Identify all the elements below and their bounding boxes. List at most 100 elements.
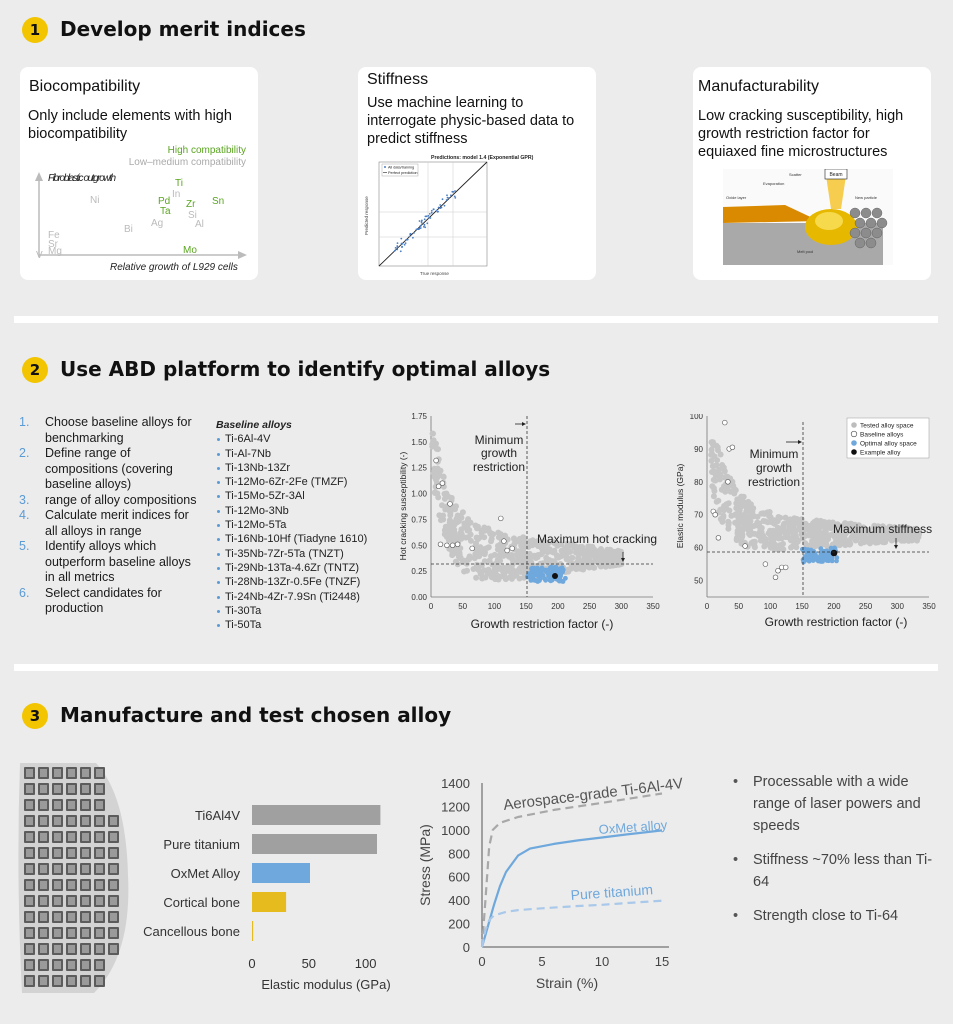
lattice-cube-face xyxy=(110,913,117,921)
tested-alloy-point xyxy=(501,552,508,558)
y-tick-label: 50 xyxy=(694,577,703,586)
tested-alloy-point xyxy=(458,529,464,536)
optimal-alloy-point xyxy=(548,564,554,570)
prediction-point xyxy=(427,214,430,217)
tested-alloy-point xyxy=(901,524,907,531)
tested-alloy-point xyxy=(903,534,910,541)
tested-alloy-point xyxy=(781,520,788,527)
lattice-cube-face xyxy=(68,945,75,953)
tested-alloy-point xyxy=(711,453,718,460)
x-tick-labels: 0 50 100 xyxy=(248,956,376,971)
legend-low: Low–medium compatibility xyxy=(129,157,246,168)
baseline-alloy: Ti-12Mo-6Zr-2Fe (TMZF) xyxy=(216,475,396,489)
lattice-cube-face xyxy=(82,881,89,889)
tested-alloy-point xyxy=(739,502,746,509)
tested-alloy-point xyxy=(861,535,868,542)
lattice-cube-face xyxy=(110,865,117,873)
tested-alloy-point xyxy=(434,472,441,479)
biocompatibility-text: Only include elements with high biocompa… xyxy=(28,108,232,142)
bar xyxy=(252,805,381,825)
annotation-max-stiffness: Maximum stiffness xyxy=(833,522,932,536)
tested-alloy-point xyxy=(589,552,596,559)
el-mg: Mg xyxy=(48,246,62,257)
lattice-cube-face xyxy=(54,977,61,985)
lattice-cube-face xyxy=(26,785,33,793)
prediction-point xyxy=(423,224,426,226)
prediction-point xyxy=(423,218,426,221)
y-tick-label: 0 xyxy=(463,940,470,955)
tested-alloy-point xyxy=(431,465,438,472)
step-1-title: Develop merit indices xyxy=(60,17,306,41)
tested-alloy-point xyxy=(853,536,860,543)
bar xyxy=(252,892,287,912)
lattice-cube-face xyxy=(40,833,47,841)
el-zr: Zr xyxy=(186,199,196,210)
tested-alloy-point xyxy=(722,488,729,495)
tested-alloy-point xyxy=(485,566,492,573)
lattice-cube-face xyxy=(40,785,47,793)
baseline-alloy: Ti-50Ta xyxy=(216,618,396,632)
x-tick-label: 350 xyxy=(646,602,660,611)
tested-alloy-point xyxy=(721,468,728,475)
tested-alloy-point xyxy=(780,540,786,547)
tested-alloy-point xyxy=(496,552,503,558)
stiffness-text: Use machine learning to interrogate phys… xyxy=(367,95,575,147)
tested-alloy-point xyxy=(731,511,738,518)
lattice-cube-face xyxy=(82,801,89,809)
tested-alloy-point xyxy=(797,521,804,527)
legend-box xyxy=(846,417,930,459)
lattice-cube-face xyxy=(68,817,75,825)
lattice-cube-face xyxy=(26,865,33,873)
y-tick-label: 1400 xyxy=(441,776,470,791)
lattice-cube-face xyxy=(40,897,47,905)
x-axis-label: Growth restriction factor (-) xyxy=(471,617,614,631)
optimal-alloy-point xyxy=(800,546,805,552)
lattice-cube-face xyxy=(68,897,75,905)
tested-alloy-point xyxy=(543,554,550,561)
prediction-point xyxy=(446,194,448,197)
tested-alloy-point xyxy=(732,519,739,526)
procedure-item: 3. range of alloy compositions xyxy=(19,492,197,507)
tested-alloy-point xyxy=(738,538,745,545)
y-axis-label: Hot cracking susceptibility (-) xyxy=(398,452,408,561)
tested-alloy-point xyxy=(478,527,485,534)
baseline-alloy: Ti-24Nb-4Zr-7.9Sn (Ti2448) xyxy=(216,590,396,604)
prediction-points xyxy=(393,190,457,253)
tested-alloy-point xyxy=(841,534,848,541)
tested-alloy-point xyxy=(569,541,576,548)
optimal-alloy-point xyxy=(533,566,539,571)
tested-alloy-point xyxy=(479,575,486,582)
step-1-badge: 1 xyxy=(22,17,48,43)
lattice-cube-face xyxy=(26,881,33,889)
prediction-point xyxy=(428,213,431,215)
optimal-alloy-point xyxy=(531,577,536,583)
lattice-cube-face xyxy=(68,929,75,937)
legend-example: Example alloy xyxy=(860,450,901,457)
lattice-cube-face xyxy=(40,913,47,921)
y-tick-label: 400 xyxy=(448,893,470,908)
tested-alloy-point xyxy=(485,544,492,551)
tested-alloy-point xyxy=(768,529,775,536)
tested-alloy-point xyxy=(490,531,497,538)
tested-alloy-point xyxy=(714,472,721,478)
x-tick-labels: 0 50 100 150 200 250 300 350 xyxy=(705,602,936,611)
y-tick-label: 90 xyxy=(694,445,703,454)
tested-alloy-point xyxy=(710,493,717,500)
annotation-min-growth: Minimum growth restriction xyxy=(748,447,800,489)
tested-alloy-point xyxy=(498,573,505,580)
tested-alloy-point xyxy=(717,451,724,458)
y-tick-label: 600 xyxy=(448,870,470,885)
y-tick-label: 1.50 xyxy=(411,438,427,447)
lattice-cube-face xyxy=(26,913,33,921)
prediction-point xyxy=(400,237,403,240)
tested-alloy-point xyxy=(462,534,469,541)
tested-alloy-point xyxy=(711,488,718,494)
y-tick-label: 70 xyxy=(694,511,703,520)
elastic-modulus-scatter-plot: Minimum growth restriction Maximum stiffne… xyxy=(675,414,936,629)
bar-label: OxMet Alloy xyxy=(171,866,241,881)
y-tick-labels: 0.00 0.25 0.50 0.75 1.00 1.25 1.50 1.75 xyxy=(411,412,427,602)
tested-alloy-point xyxy=(433,445,440,452)
prediction-point xyxy=(420,221,423,224)
x-tick-label: 350 xyxy=(922,602,936,611)
lattice-cube-face xyxy=(40,881,47,889)
